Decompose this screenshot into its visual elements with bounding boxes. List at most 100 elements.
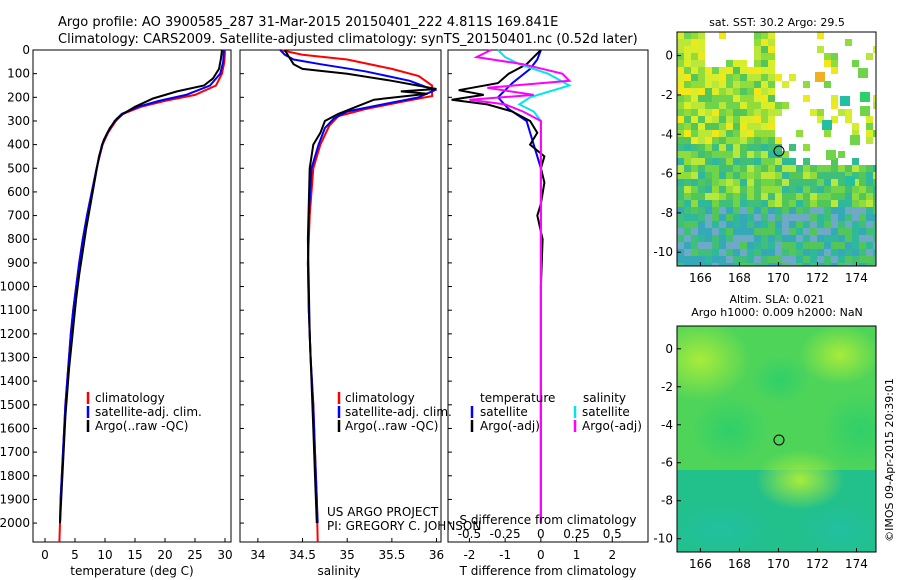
sst-cell: [789, 263, 796, 266]
sst-cell: [824, 179, 831, 186]
sst-cell: [775, 144, 782, 151]
sst-cell: [691, 242, 698, 249]
sst-cell: [845, 193, 852, 200]
sst-cell: [677, 88, 684, 95]
sst-cell: [740, 158, 747, 165]
sst-cell: [677, 60, 684, 67]
sst-cell: [684, 60, 691, 67]
sst-cell: [712, 130, 719, 137]
salinity-tick-label: 34: [250, 548, 265, 562]
sst-cell: [740, 102, 747, 109]
salinity-series-line: [283, 49, 437, 524]
sst-cell: [754, 165, 761, 172]
sst-cell: [747, 74, 754, 81]
sst-cell: [831, 179, 838, 186]
sst-cell: [817, 165, 824, 172]
sst-cell: [810, 179, 817, 186]
sst-cell: [726, 235, 733, 242]
sst-cell: [803, 158, 810, 165]
sst-cell: [747, 221, 754, 228]
sst-cell: [768, 46, 775, 53]
sst-cell: [768, 200, 775, 207]
diff-top-label: S difference from climatology: [460, 513, 637, 527]
sst-cell: [733, 74, 740, 81]
sst-cell: [768, 263, 775, 266]
sst-cell: [691, 130, 698, 137]
sst-cell: [761, 200, 768, 207]
sst-cell: [831, 60, 838, 67]
sst-cell: [873, 46, 876, 53]
sst-cell: [873, 165, 876, 172]
sst-cell: [691, 137, 698, 144]
sst-cell: [761, 39, 768, 46]
sst-cell: [677, 151, 684, 158]
sst-cell: [691, 32, 698, 39]
sst-cell: [698, 39, 705, 46]
sst-cell: [677, 158, 684, 165]
sst-cell: [782, 102, 789, 109]
sst-cell: [677, 130, 684, 137]
sst-cell: [810, 263, 817, 266]
sst-cell: [866, 179, 873, 186]
sst-cell: [838, 186, 845, 193]
sst-cell: [761, 235, 768, 242]
sst-cell: [705, 137, 712, 144]
sst-cell: [782, 207, 789, 214]
sst-cell: [719, 123, 726, 130]
sst-cell: [768, 186, 775, 193]
sst-cell: [775, 207, 782, 214]
sst-cell: [705, 235, 712, 242]
sst-cell: [866, 165, 873, 172]
sst-cell: [817, 263, 824, 266]
sst-cell: [866, 263, 873, 266]
sst-cell: [691, 214, 698, 221]
sst-cell: [803, 263, 810, 266]
sst-cell: [782, 221, 789, 228]
sst-cell: [733, 95, 740, 102]
sst-cell: [866, 130, 873, 137]
sst-cell: [691, 39, 698, 46]
sst-cell: [810, 172, 817, 179]
sst-cell: [691, 221, 698, 228]
sst-cell: [782, 249, 789, 256]
sst-cell: [866, 207, 873, 214]
sst-cell: [705, 109, 712, 116]
sst-cell: [677, 214, 684, 221]
depth-tick-label: 1600: [0, 421, 30, 435]
sst-cell: [726, 116, 733, 123]
sst-cell: [740, 235, 747, 242]
sst-cell: [796, 263, 803, 266]
sst-cell: [775, 200, 782, 207]
sst-cell: [691, 256, 698, 263]
sst-cell: [768, 242, 775, 249]
sst-cell: [733, 151, 740, 158]
sst-cell: [866, 137, 873, 144]
sst-cell: [698, 123, 705, 130]
sst-cell: [817, 214, 824, 221]
sst-cell: [782, 151, 789, 158]
sst-cell: [726, 144, 733, 151]
sst-cell: [754, 53, 761, 60]
sst-cell: [838, 242, 845, 249]
sst-cell: [719, 193, 726, 200]
map-lon-tick-label: 170: [767, 557, 790, 571]
sla-map-frame: [676, 325, 877, 553]
sst-cell: [712, 193, 719, 200]
sst-cell: [817, 32, 824, 39]
sst-cell: [733, 67, 740, 74]
depth-tick-label: 0: [22, 43, 30, 57]
sst-cell: [733, 109, 740, 116]
sst-cell: [677, 200, 684, 207]
sst-cell: [719, 102, 726, 109]
sst-cell: [677, 109, 684, 116]
sst-cell: [712, 200, 719, 207]
sst-cell: [810, 221, 817, 228]
sst-cell: [782, 81, 789, 88]
sst-cell: [705, 67, 712, 74]
difference-series-line: [496, 49, 542, 524]
sst-cell: [768, 95, 775, 102]
sst-cell: [817, 193, 824, 200]
sst-cell: [768, 53, 775, 60]
sst-cell: [698, 165, 705, 172]
